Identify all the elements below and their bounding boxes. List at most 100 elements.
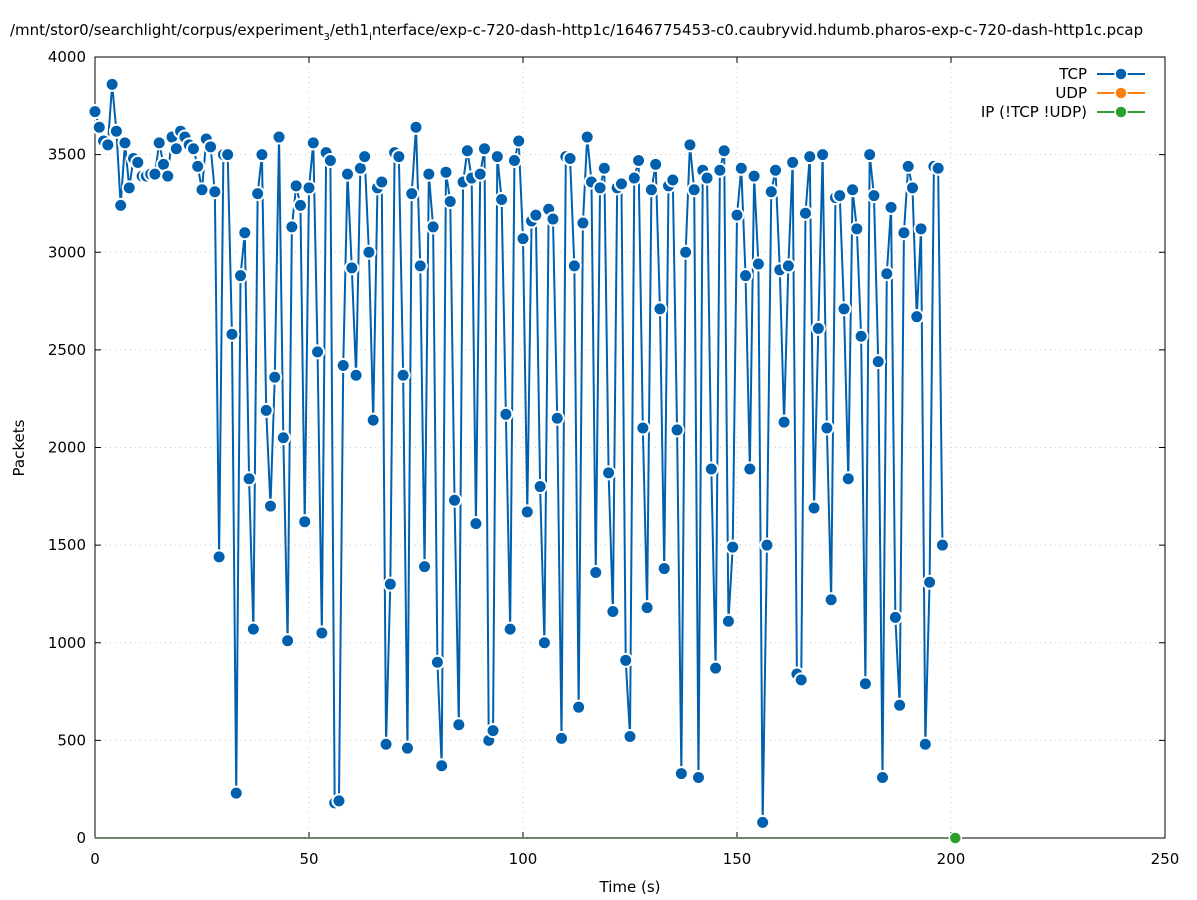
tcp-point (866, 188, 882, 204)
tcp-point (348, 367, 364, 383)
tcp-point (203, 139, 219, 155)
tcp-point (862, 147, 878, 163)
x-tick-label: 200 (937, 850, 966, 868)
tcp-point (117, 135, 133, 151)
tcp-point (592, 180, 608, 196)
tcp-point (793, 672, 809, 688)
x-axis-label: Time (s) (599, 878, 661, 896)
tcp-point (673, 766, 689, 782)
tcp-point (669, 422, 685, 438)
y-tick-label: 3500 (48, 146, 86, 164)
tcp-point (643, 182, 659, 198)
tcp-point (622, 728, 638, 744)
tcp-point (913, 221, 929, 237)
tcp-point (391, 149, 407, 165)
tcp-point (292, 197, 308, 213)
tcp-point (934, 537, 950, 553)
tcp-point (613, 176, 629, 192)
tcp-point (699, 170, 715, 186)
tcp-point (87, 104, 103, 120)
tcp-point (476, 141, 492, 157)
tcp-point (750, 256, 766, 272)
tcp-point (763, 184, 779, 200)
tcp-point (575, 215, 591, 231)
tcp-point (896, 225, 912, 241)
tcp-point (904, 180, 920, 196)
tcp-point (759, 537, 775, 553)
tcp-point (151, 135, 167, 151)
tcp-point (755, 814, 771, 830)
tcp-point (241, 471, 257, 487)
y-axis-label: Packets (10, 419, 28, 476)
y-tick-label: 3000 (48, 243, 86, 261)
tcp-point (571, 699, 587, 715)
tcp-point (708, 660, 724, 676)
tcp-point (305, 135, 321, 151)
tcp-point (725, 539, 741, 555)
tcp-point (532, 479, 548, 495)
tcp-point (870, 354, 886, 370)
tcp-point (485, 723, 501, 739)
tcp-point (678, 244, 694, 260)
tcp-point (378, 736, 394, 752)
tcp-point (712, 162, 728, 178)
tcp-point (233, 268, 249, 284)
tcp-point (802, 149, 818, 165)
tcp-point (271, 129, 287, 145)
tcp-point (472, 166, 488, 182)
tcp-point (776, 414, 792, 430)
tcp-point (224, 326, 240, 342)
tcp-point (185, 141, 201, 157)
tcp-point (399, 740, 415, 756)
tcp-point (275, 430, 291, 446)
tcp-point (284, 219, 300, 235)
tcp-point (220, 147, 236, 163)
tcp-point (605, 604, 621, 620)
tcp-point (288, 178, 304, 194)
tcp-point (601, 465, 617, 481)
tcp-point (104, 76, 120, 92)
tcp-point (887, 609, 903, 625)
tcp-point (815, 147, 831, 163)
tcp-point (374, 174, 390, 190)
tcp-point (626, 170, 642, 186)
tcp-point (883, 199, 899, 215)
legend-label: IP (!TCP !UDP) (981, 103, 1087, 121)
tcp-point (506, 152, 522, 168)
tcp-point (922, 574, 938, 590)
tcp-point (280, 633, 296, 649)
y-tick-label: 500 (57, 731, 86, 749)
tcp-point (738, 268, 754, 284)
tcp-point (845, 182, 861, 198)
tcp-point (853, 328, 869, 344)
tcp-point (742, 461, 758, 477)
tcp-point (733, 160, 749, 176)
tcp-point (635, 420, 651, 436)
legend-marker (1114, 67, 1128, 81)
legend-marker (1114, 86, 1128, 100)
tcp-point (631, 152, 647, 168)
tcp-point (429, 654, 445, 670)
tcp-point (262, 498, 278, 514)
tcp-point (686, 182, 702, 198)
tcp-point (930, 160, 946, 176)
tcp-point (566, 258, 582, 274)
tcp-point (806, 500, 822, 516)
tcp-point (404, 186, 420, 202)
tcp-point (596, 160, 612, 176)
tcp-point (917, 736, 933, 752)
tcp-point (549, 410, 565, 426)
tcp-point (421, 166, 437, 182)
tcp-point (780, 258, 796, 274)
tcp-point (690, 769, 706, 785)
tcp-point (823, 592, 839, 608)
tcp-point (588, 564, 604, 580)
tcp-point (357, 149, 373, 165)
tcp-point (121, 180, 137, 196)
tcp-point (797, 205, 813, 221)
tcp-point (879, 266, 895, 282)
tcp-point (746, 168, 762, 184)
y-tick-label: 0 (76, 829, 86, 847)
tcp-point (365, 412, 381, 428)
